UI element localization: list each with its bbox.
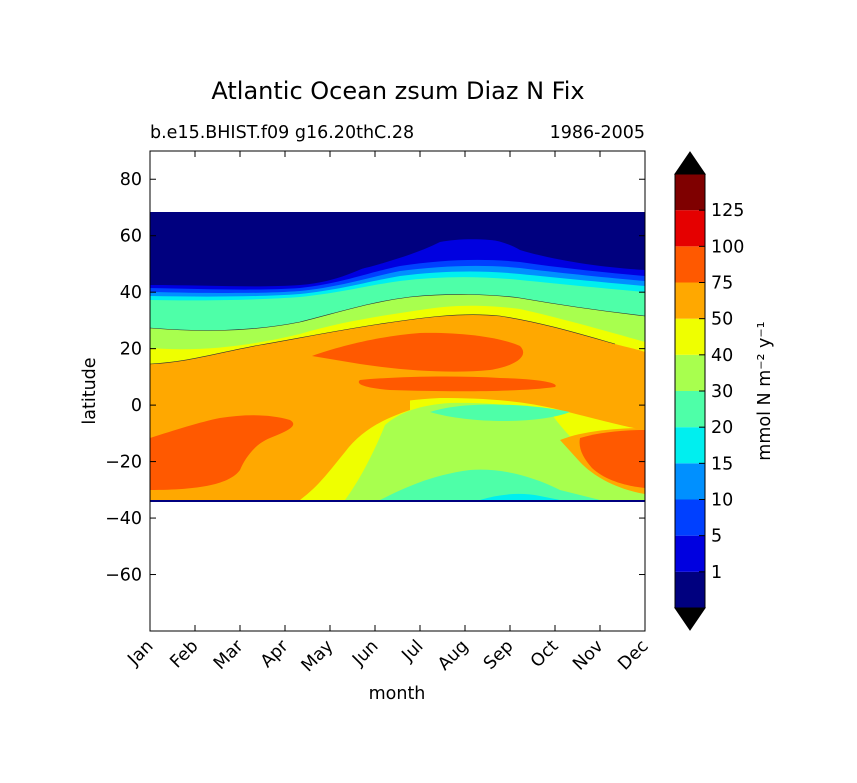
y-tick-label: 80 — [120, 170, 142, 190]
contour-band-lt1-north — [150, 212, 645, 282]
y-tick-label: −40 — [105, 509, 142, 529]
y-tick-label: −20 — [105, 453, 142, 473]
colorbar-swatch — [675, 427, 705, 464]
y-tick-label: 60 — [120, 227, 142, 247]
x-axis-label: month — [369, 684, 426, 704]
colorbar-swatch — [675, 318, 705, 355]
x-tick-label: Jun — [348, 636, 382, 670]
colorbar-tick-label: 125 — [711, 201, 744, 221]
y-tick-label: 40 — [120, 283, 142, 303]
contour-band-15-20-south — [480, 493, 560, 500]
colorbar-tick-label: 100 — [711, 237, 744, 257]
colorbar-swatch — [675, 535, 705, 572]
x-tick-label: Nov — [569, 636, 607, 674]
contour-band-75-100-n1 — [312, 332, 524, 372]
colorbar-tick-label: 30 — [711, 382, 733, 402]
colorbar-tick-label: 15 — [711, 454, 733, 474]
x-tick-label: Apr — [257, 636, 293, 672]
y-axis: 80 60 40 20 0 −20 −40 −60 — [105, 170, 645, 586]
contour-band-75-100-se — [579, 430, 645, 488]
x-tick-label: Dec — [614, 636, 652, 674]
chart-subtitle-right: 1986-2005 — [550, 123, 645, 143]
colorbar-swatch — [675, 246, 705, 283]
contour-band-30-40-south — [345, 402, 645, 500]
colorbar-tick-label: 40 — [711, 346, 733, 366]
contour-band-75-100-sw — [150, 415, 294, 490]
y-tick-label: −60 — [105, 566, 142, 586]
colorbar-label: mmol N m⁻² y⁻¹ — [755, 321, 775, 460]
colorbar-tick-label: 1 — [711, 563, 722, 583]
chart-title: Atlantic Ocean zsum Diaz N Fix — [211, 77, 584, 105]
x-tick-label: Aug — [434, 636, 472, 674]
plot-frame — [149, 150, 646, 632]
colorbar-swatch — [675, 463, 705, 500]
colorbar-tick-label: 50 — [711, 310, 733, 330]
colorbar-swatch — [675, 354, 705, 391]
x-tick-label: Jan — [124, 636, 158, 670]
x-tick-label: Oct — [527, 636, 563, 672]
colorbar-swatch — [675, 282, 705, 319]
y-tick-label: 0 — [131, 396, 142, 416]
x-tick-label: Feb — [166, 636, 202, 672]
colorbar-tick-label: 75 — [711, 274, 733, 294]
colorbar-swatch — [675, 210, 705, 247]
contour-band-20-30-eq — [430, 404, 570, 421]
colorbar-tick-label: 20 — [711, 418, 733, 438]
chart-subtitle-left: b.e15.BHIST.f09 g16.20thC.28 — [150, 123, 414, 143]
colorbar-swatch — [675, 499, 705, 536]
contour-band-75-100-n2 — [358, 376, 556, 392]
contour-band-20-30-south — [380, 469, 600, 500]
x-tick-label: May — [298, 636, 338, 676]
colorbar-extend-low — [674, 607, 706, 631]
colorbar-tick-label: 10 — [711, 491, 733, 511]
colorbar-tick-label: 5 — [711, 527, 722, 547]
y-axis-label: latitude — [80, 357, 100, 424]
colorbar-swatch — [675, 571, 705, 608]
contour-line-north — [150, 294, 645, 331]
x-tick-label: Sep — [480, 636, 517, 673]
colorbar-swatch — [675, 174, 705, 211]
colorbar-swatch — [675, 391, 705, 428]
colorbar-extend-high — [674, 151, 706, 175]
plot-area: Jan Feb Mar Apr May Jun Jul Aug Sep Oct Nov Dec 80 6… — [105, 150, 653, 676]
contour-line-tropic — [150, 314, 616, 365]
x-tick-label: Jul — [398, 636, 428, 666]
y-tick-label: 20 — [120, 340, 142, 360]
contour-fields — [150, 212, 645, 502]
x-tick-label: Mar — [210, 636, 248, 674]
